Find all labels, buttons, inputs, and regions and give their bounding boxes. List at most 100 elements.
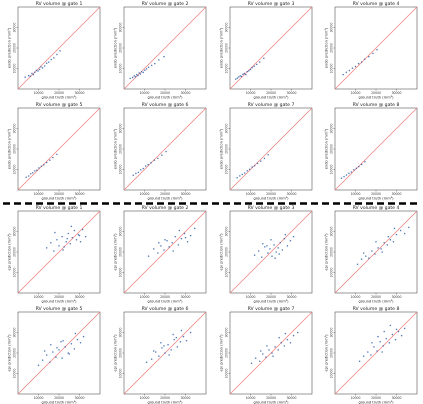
data-point [73,229,76,232]
data-point [264,246,266,248]
subplot-title: RV volume @ gate 3 [248,205,295,211]
x-tick-label: 30000 [392,396,402,400]
x-axis-label: ground truth (mm³) [147,300,183,304]
identity-line [17,107,101,191]
x-tick-label: 20000 [266,295,276,299]
data-point [157,157,159,160]
data-point [61,357,63,359]
data-point [137,74,139,77]
subplot-epi-3: RV volume @ gate 3 10000 10000 20000 20000 30… [220,205,313,304]
data-point [400,334,403,337]
identity-line [17,210,101,294]
x-tick-label: 10000 [34,295,44,299]
x-axis-label: ground truth (mm³) [253,96,289,100]
data-point [236,77,239,79]
data-point [54,231,56,234]
x-axis-label: ground truth (mm³) [358,197,394,201]
data-point [178,229,181,232]
y-tick-label: 10000 [225,64,229,74]
x-tick-label: 10000 [246,91,256,95]
data-point [37,364,40,367]
x-tick-label: 10000 [246,192,256,196]
data-point [340,177,343,179]
x-tick-label: 30000 [287,396,297,400]
y-tick-label: 30000 [330,328,334,338]
data-point [144,69,146,71]
subplot-epi-4: RV volume @ gate 4 10000 10000 20000 20000 30… [325,205,418,304]
data-point [59,50,61,52]
data-point [246,169,248,172]
data-point [155,351,157,353]
data-point [274,346,276,348]
data-point [168,246,170,248]
y-tick-label: 30000 [330,23,334,33]
data-point [29,75,32,78]
x-axis-label: ground truth (mm³) [253,197,289,201]
x-tick-label: 20000 [160,295,170,299]
subplot-title: RV volume @ gate 4 [353,205,400,211]
data-point [395,233,398,236]
x-axis-label: ground truth (mm³) [358,96,394,100]
data-point [35,69,38,72]
data-point [284,332,287,335]
data-point [357,62,360,65]
y-tick-label: 10000 [330,369,334,379]
data-point [49,361,51,363]
y-tick-label: 30000 [13,23,17,33]
data-point [358,360,361,362]
data-point [249,68,252,71]
data-point [286,245,289,247]
data-point [163,345,165,347]
data-point [370,354,372,356]
data-point [68,353,70,355]
data-point [372,52,374,55]
data-point [43,350,46,352]
data-point [256,162,259,165]
subplot-epi-1: RV volume @ gate 1 10000 10000 20000 20000 30… [8,205,101,304]
data-point [43,65,46,67]
data-point [381,351,383,353]
data-point [40,165,43,167]
data-point [362,355,365,357]
data-point [342,73,344,76]
data-point [272,355,274,357]
x-axis-label: ground truth (mm³) [147,96,183,100]
identity-line [334,311,418,395]
data-point [251,166,253,168]
data-point [150,358,153,360]
data-point [182,335,185,338]
data-point [241,173,244,176]
y-axis-label: epi prediction (mm³) [220,233,224,271]
data-point [61,235,63,238]
data-point [63,246,65,248]
data-point [79,342,82,344]
data-point [376,48,378,51]
data-point [277,247,279,249]
x-tick-label: 10000 [140,192,150,196]
data-point [25,176,27,179]
data-point [53,250,55,252]
y-tick-label: 10000 [119,369,123,379]
data-point [70,343,73,345]
data-point [389,324,392,327]
data-point [236,176,238,179]
y-tick-label: 30000 [119,227,123,237]
y-tick-label: 30000 [13,227,17,237]
data-point [145,68,148,70]
data-point [362,252,365,254]
subplot-endo-7: RV volume @ gate 7 10000 10000 20000 20000 30… [220,102,313,201]
data-point [269,248,271,250]
data-point [43,164,45,166]
data-point [386,244,389,246]
x-tick-label: 10000 [351,91,361,95]
data-point [270,238,272,241]
data-point [60,340,62,343]
y-tick-label: 30000 [13,328,17,338]
data-point [32,172,34,174]
data-point [129,77,131,80]
data-point [257,250,260,252]
data-point [355,167,358,170]
x-tick-label: 30000 [181,91,191,95]
y-tick-label: 20000 [13,43,17,53]
y-tick-label: 30000 [119,23,123,33]
